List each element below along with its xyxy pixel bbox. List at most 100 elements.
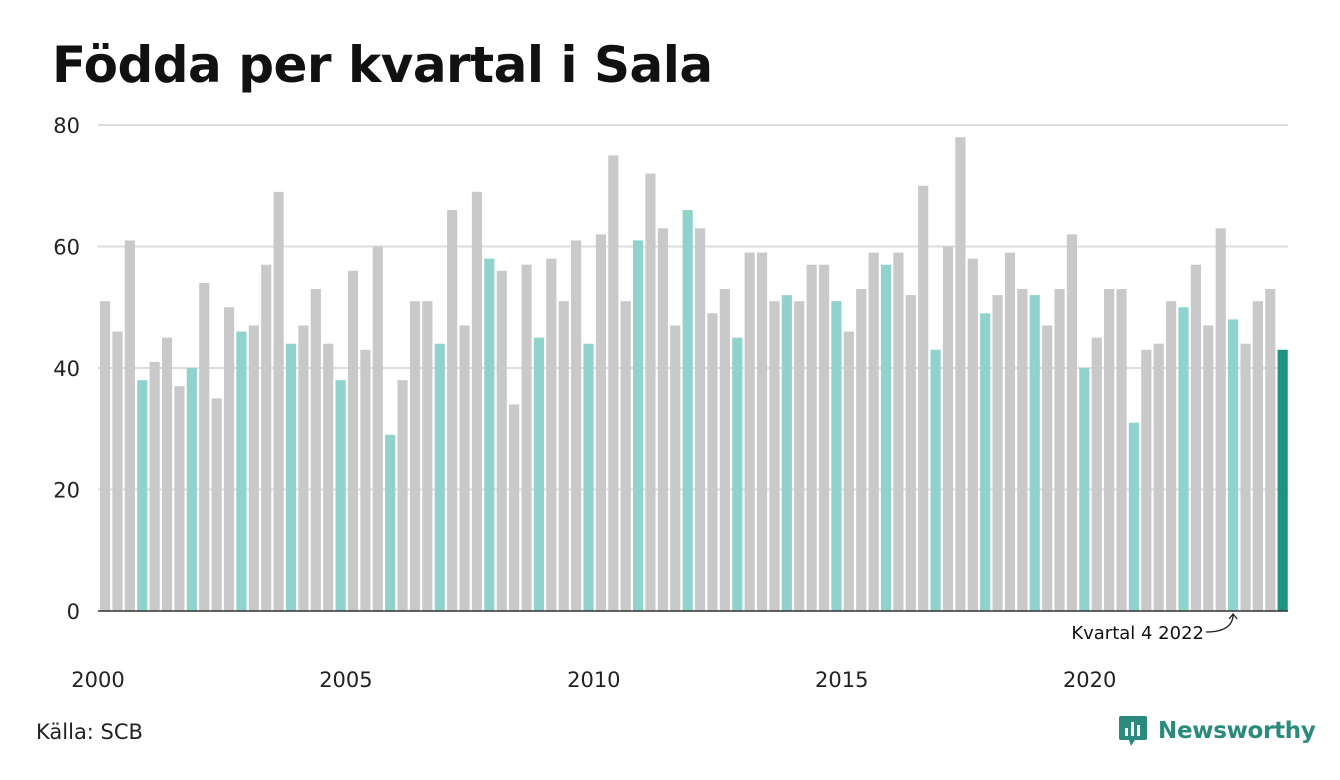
bar	[843, 331, 854, 611]
bar	[137, 380, 148, 611]
bar	[558, 301, 569, 611]
bar	[769, 301, 780, 611]
bar	[1128, 422, 1140, 611]
bar	[955, 137, 966, 611]
bar	[484, 258, 495, 611]
bar	[744, 252, 755, 611]
annotation-arrow-icon	[1205, 612, 1238, 633]
bar	[1066, 234, 1078, 611]
bar	[595, 234, 606, 611]
bar	[112, 331, 123, 611]
bar	[347, 270, 359, 611]
bar	[992, 295, 1003, 611]
bar	[1029, 295, 1040, 611]
bar	[645, 173, 656, 611]
bar	[546, 258, 557, 611]
x-tick-label: 2015	[815, 668, 868, 692]
bar	[1141, 349, 1152, 611]
bar	[149, 361, 160, 611]
bar	[682, 210, 693, 612]
bar	[608, 155, 619, 612]
chart-title: Födda per kvartal i Sala	[52, 36, 713, 94]
bar-chart: 0 20 40 60 80 2000 2005 2010 2015 2020 Kvartal 4…	[53, 114, 1288, 692]
brand-name: Newsworthy	[1158, 718, 1316, 744]
bar	[1265, 289, 1276, 611]
bar	[186, 368, 197, 611]
bar	[1178, 307, 1189, 611]
bar	[323, 343, 334, 611]
x-axis-ticks: 2000 2005 2010 2015 2020	[71, 668, 1116, 692]
bar	[1240, 343, 1251, 611]
bar	[1104, 289, 1115, 611]
bar	[1004, 252, 1016, 611]
bar	[918, 185, 929, 611]
bar	[967, 258, 978, 611]
source-note: Källa: SCB	[36, 720, 143, 744]
bar	[633, 240, 644, 611]
bar	[806, 264, 817, 611]
bar	[360, 349, 371, 611]
bar	[372, 246, 383, 611]
bar	[756, 252, 768, 611]
bar	[447, 210, 458, 612]
bar	[1203, 325, 1214, 611]
bar	[335, 380, 346, 611]
bar	[856, 289, 867, 611]
y-tick-label: 60	[53, 236, 80, 260]
x-tick-label: 2000	[71, 668, 124, 692]
bar	[1079, 368, 1090, 611]
bar	[695, 228, 706, 611]
bar	[781, 295, 792, 611]
bar	[199, 282, 210, 611]
bar	[1116, 289, 1127, 611]
bar	[1153, 343, 1164, 611]
bar	[459, 325, 470, 611]
latest-annotation: Kvartal 4 2022	[1071, 612, 1238, 644]
bar	[942, 246, 954, 611]
bar	[434, 343, 445, 611]
bar	[670, 325, 681, 611]
bar	[236, 331, 247, 611]
newsworthy-logo-icon	[1119, 716, 1147, 746]
brand-logo: Newsworthy	[1118, 714, 1316, 748]
bar	[397, 380, 408, 611]
bar	[223, 307, 235, 611]
bar	[409, 301, 421, 611]
bar	[1091, 337, 1102, 612]
bar	[161, 337, 173, 612]
bar	[719, 289, 730, 611]
bar	[1277, 349, 1288, 611]
bar	[620, 301, 631, 611]
bar	[571, 240, 582, 611]
bar	[732, 337, 743, 612]
bar	[124, 240, 135, 611]
bar	[707, 313, 718, 611]
bar	[1054, 289, 1065, 611]
bar	[273, 191, 284, 611]
bar	[100, 301, 111, 611]
y-axis-ticks: 0 20 40 60 80	[53, 114, 80, 624]
gridlines	[98, 124, 1288, 491]
bar	[980, 313, 991, 611]
bar	[657, 228, 668, 611]
y-tick-label: 0	[67, 600, 80, 624]
bar	[385, 434, 396, 611]
bar	[930, 349, 941, 611]
x-tick-label: 2010	[567, 668, 620, 692]
bar	[496, 270, 507, 611]
bar	[471, 191, 483, 611]
bar	[521, 264, 532, 611]
bar	[310, 289, 321, 611]
bar	[831, 301, 842, 611]
bar	[298, 325, 309, 611]
bar	[905, 295, 916, 611]
bars	[100, 137, 1288, 612]
bar	[285, 343, 297, 611]
bar	[818, 264, 830, 611]
annotation-label: Kvartal 4 2022	[1071, 623, 1204, 644]
y-tick-label: 20	[53, 479, 80, 503]
bar	[1215, 228, 1226, 611]
bar	[174, 386, 185, 611]
bar	[1166, 301, 1177, 611]
bar	[1017, 289, 1028, 611]
